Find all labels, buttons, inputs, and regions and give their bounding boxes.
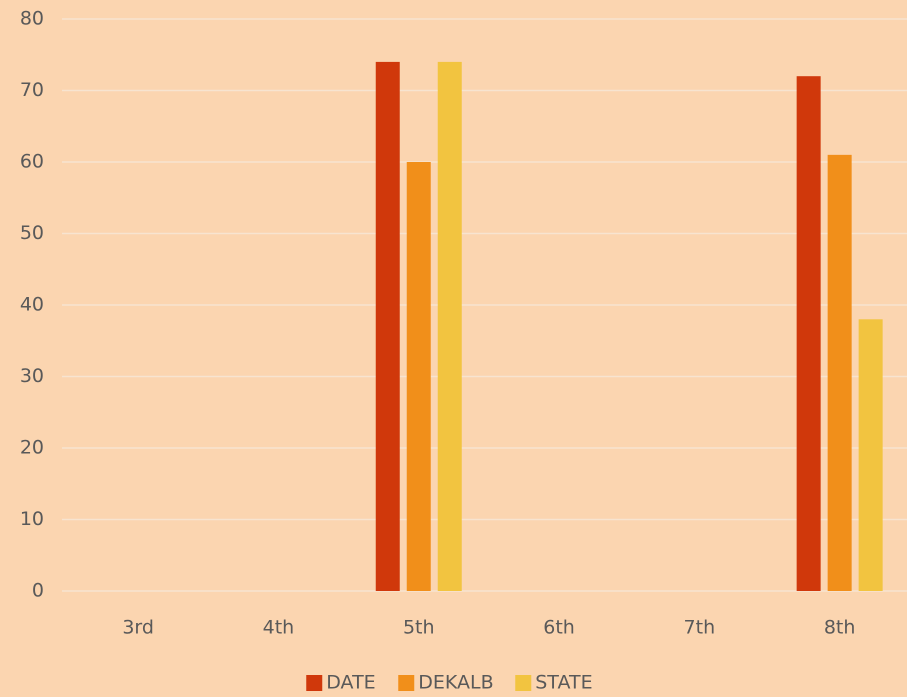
bar <box>827 154 852 591</box>
y-tick-label: 40 <box>20 294 44 316</box>
x-tick-label: 6th <box>543 617 575 639</box>
x-tick-label: 7th <box>684 617 716 639</box>
bar <box>858 319 883 591</box>
legend-swatch <box>398 675 415 691</box>
bar <box>437 61 462 591</box>
legend-swatch <box>515 675 532 691</box>
y-tick-label: 30 <box>20 365 44 387</box>
y-tick-label: 50 <box>20 222 44 244</box>
bar <box>406 162 431 591</box>
legend-label: STATE <box>535 672 592 694</box>
y-tick-label: 10 <box>20 508 44 530</box>
legend-swatch <box>306 675 323 691</box>
bar <box>796 76 821 591</box>
x-tick-label: 5th <box>403 617 435 639</box>
legend-label: DEKALB <box>418 672 493 694</box>
y-tick-label: 70 <box>20 79 44 101</box>
y-tick-label: 0 <box>32 580 44 602</box>
x-tick-label: 4th <box>263 617 295 639</box>
legend-label: DATE <box>326 672 375 694</box>
y-tick-label: 20 <box>20 437 44 459</box>
bar <box>375 61 400 591</box>
x-tick-label: 8th <box>824 617 856 639</box>
y-tick-label: 60 <box>20 151 44 173</box>
x-tick-label: 3rd <box>122 617 154 639</box>
y-tick-label: 80 <box>20 8 44 30</box>
